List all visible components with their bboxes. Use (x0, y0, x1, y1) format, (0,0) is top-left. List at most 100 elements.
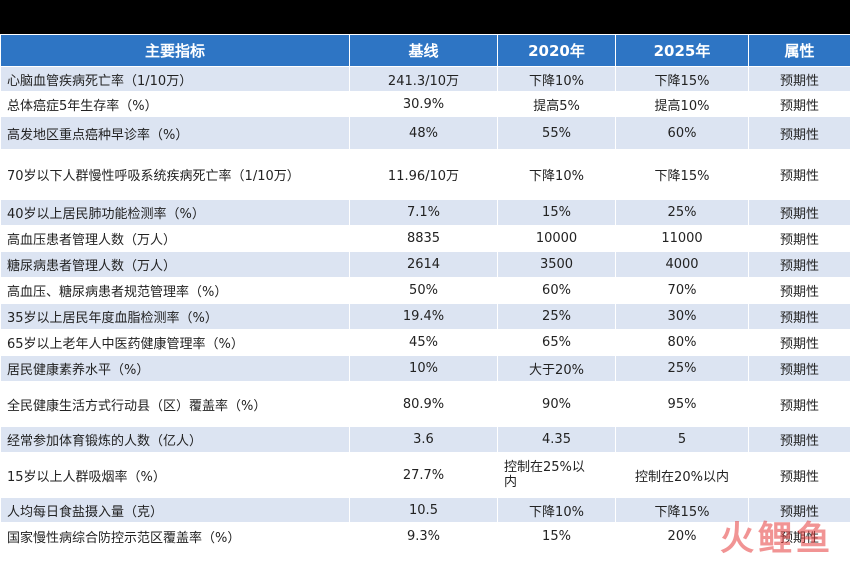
cell-target-2025: 25% (615, 199, 749, 226)
cell-attribute: 预期性 (748, 91, 850, 117)
table-row: 经常参加体育锻炼的人数（亿人） 3.6 4.35 5 预期性 (0, 426, 850, 453)
table-row: 总体癌症5年生存率（%） 30.9% 提高5% 提高10% 预期性 (0, 91, 850, 117)
cell-baseline: 10% (349, 355, 498, 382)
cell-attribute: 预期性 (748, 497, 850, 523)
table-row: 高发地区重点癌种早诊率（%） 48% 55% 60% 预期性 (0, 116, 850, 150)
table-row: 70岁以下人群慢性呼吸系统疾病死亡率（1/10万） 11.96/10万 下降10% 下… (0, 149, 850, 200)
cell-target-2025: 下降15% (615, 66, 749, 92)
cell-baseline: 241.3/10万 (349, 66, 498, 92)
cell-indicator: 心脑血管疾病死亡率（1/10万） (0, 66, 350, 92)
table-row: 40岁以上居民肺功能检测率（%） 7.1% 15% 25% 预期性 (0, 199, 850, 226)
header-2020: 2020年 (497, 34, 616, 67)
table-row: 糖尿病患者管理人数（万人） 2614 3500 4000 预期性 (0, 251, 850, 278)
cell-target-2025: 95% (615, 381, 749, 427)
cell-indicator: 经常参加体育锻炼的人数（亿人） (0, 426, 350, 453)
cell-baseline: 2614 (349, 251, 498, 278)
cell-target-2025: 下降15% (615, 497, 749, 523)
cell-target-2020: 65% (497, 329, 616, 356)
cell-target-2020: 提高5% (497, 91, 616, 117)
cell-indicator: 35岁以上居民年度血脂检测率（%） (0, 303, 350, 330)
cell-target-2020: 大于20% (497, 355, 616, 382)
cell-indicator: 高发地区重点癌种早诊率（%） (0, 116, 350, 150)
cell-target-2020: 4.35 (497, 426, 616, 453)
cell-baseline: 30.9% (349, 91, 498, 117)
cell-baseline: 19.4% (349, 303, 498, 330)
cell-indicator: 总体癌症5年生存率（%） (0, 91, 350, 117)
table-row: 人均每日食盐摄入量（克） 10.5 下降10% 下降15% 预期性 (0, 497, 850, 523)
table-row: 心脑血管疾病死亡率（1/10万） 241.3/10万 下降10% 下降15% 预期性 (0, 66, 850, 92)
header-baseline: 基线 (349, 34, 498, 67)
cell-baseline: 27.7% (349, 452, 498, 498)
cell-target-2025: 4000 (615, 251, 749, 278)
cell-indicator: 高血压、糖尿病患者规范管理率（%） (0, 277, 350, 304)
table-row: 15岁以上人群吸烟率（%） 27.7% 控制在25%以内 控制在20%以内 预期性 (0, 452, 850, 498)
cell-target-2025: 30% (615, 303, 749, 330)
cell-target-2020: 3500 (497, 251, 616, 278)
cell-baseline: 48% (349, 116, 498, 150)
cell-target-2025: 70% (615, 277, 749, 304)
cell-target-2025: 11000 (615, 225, 749, 252)
cell-attribute: 预期性 (748, 225, 850, 252)
cell-target-2020: 10000 (497, 225, 616, 252)
header-2025: 2025年 (615, 34, 749, 67)
cell-attribute: 预期性 (748, 452, 850, 498)
cell-indicator: 居民健康素养水平（%） (0, 355, 350, 382)
indicator-table-container: 主要指标 基线 2020年 2025年 属性 心脑血管疾病死亡率（1/10万） 2… (0, 34, 850, 562)
table-row: 高血压、糖尿病患者规范管理率（%） 50% 60% 70% 预期性 (0, 277, 850, 304)
table-row: 全民健康生活方式行动县（区）覆盖率（%） 80.9% 90% 95% 预期性 (0, 381, 850, 427)
cell-attribute: 预期性 (748, 522, 850, 550)
header-indicator: 主要指标 (0, 34, 350, 67)
cell-target-2020: 下降10% (497, 66, 616, 92)
cell-baseline: 50% (349, 277, 498, 304)
cell-target-2020: 25% (497, 303, 616, 330)
cell-indicator: 15岁以上人群吸烟率（%） (0, 452, 350, 498)
cell-attribute: 预期性 (748, 277, 850, 304)
cell-target-2025: 20% (615, 522, 749, 550)
cell-target-2020: 55% (497, 116, 616, 150)
cell-target-2020: 控制在25%以内 (497, 452, 616, 498)
cell-indicator: 糖尿病患者管理人数（万人） (0, 251, 350, 278)
cell-attribute: 预期性 (748, 426, 850, 453)
cell-target-2025: 80% (615, 329, 749, 356)
table-row: 35岁以上居民年度血脂检测率（%） 19.4% 25% 30% 预期性 (0, 303, 850, 330)
cell-text: 控制在25%以内 (504, 460, 585, 490)
cell-target-2025: 控制在20%以内 (615, 452, 749, 498)
cell-indicator: 国家慢性病综合防控示范区覆盖率（%） (0, 522, 350, 550)
table-row: 高血压患者管理人数（万人） 8835 10000 11000 预期性 (0, 225, 850, 252)
cell-attribute: 预期性 (748, 199, 850, 226)
indicator-table: 主要指标 基线 2020年 2025年 属性 心脑血管疾病死亡率（1/10万） 2… (0, 34, 850, 550)
table-row: 居民健康素养水平（%） 10% 大于20% 25% 预期性 (0, 355, 850, 382)
cell-target-2025: 提高10% (615, 91, 749, 117)
cell-target-2020: 90% (497, 381, 616, 427)
table-header-row: 主要指标 基线 2020年 2025年 属性 (0, 34, 850, 67)
cell-target-2025: 25% (615, 355, 749, 382)
cell-target-2020: 下降10% (497, 497, 616, 523)
cell-baseline: 7.1% (349, 199, 498, 226)
table-row: 国家慢性病综合防控示范区覆盖率（%） 9.3% 15% 20% 预期性 (0, 522, 850, 550)
cell-attribute: 预期性 (748, 149, 850, 200)
cell-target-2025: 5 (615, 426, 749, 453)
cell-target-2025: 60% (615, 116, 749, 150)
cell-target-2025: 下降15% (615, 149, 749, 200)
cell-baseline: 9.3% (349, 522, 498, 550)
cell-target-2020: 15% (497, 199, 616, 226)
cell-target-2020: 15% (497, 522, 616, 550)
cell-attribute: 预期性 (748, 116, 850, 150)
cell-indicator: 70岁以下人群慢性呼吸系统疾病死亡率（1/10万） (0, 149, 350, 200)
cell-attribute: 预期性 (748, 355, 850, 382)
cell-indicator: 40岁以上居民肺功能检测率（%） (0, 199, 350, 226)
cell-baseline: 11.96/10万 (349, 149, 498, 200)
cell-attribute: 预期性 (748, 66, 850, 92)
table-row: 65岁以上老年人中医药健康管理率（%） 45% 65% 80% 预期性 (0, 329, 850, 356)
cell-attribute: 预期性 (748, 251, 850, 278)
cell-target-2020: 下降10% (497, 149, 616, 200)
cell-baseline: 8835 (349, 225, 498, 252)
cell-indicator: 全民健康生活方式行动县（区）覆盖率（%） (0, 381, 350, 427)
cell-baseline: 10.5 (349, 497, 498, 523)
cell-indicator: 高血压患者管理人数（万人） (0, 225, 350, 252)
cell-indicator: 65岁以上老年人中医药健康管理率（%） (0, 329, 350, 356)
cell-baseline: 45% (349, 329, 498, 356)
cell-baseline: 3.6 (349, 426, 498, 453)
cell-target-2020: 60% (497, 277, 616, 304)
cell-indicator: 人均每日食盐摄入量（克） (0, 497, 350, 523)
